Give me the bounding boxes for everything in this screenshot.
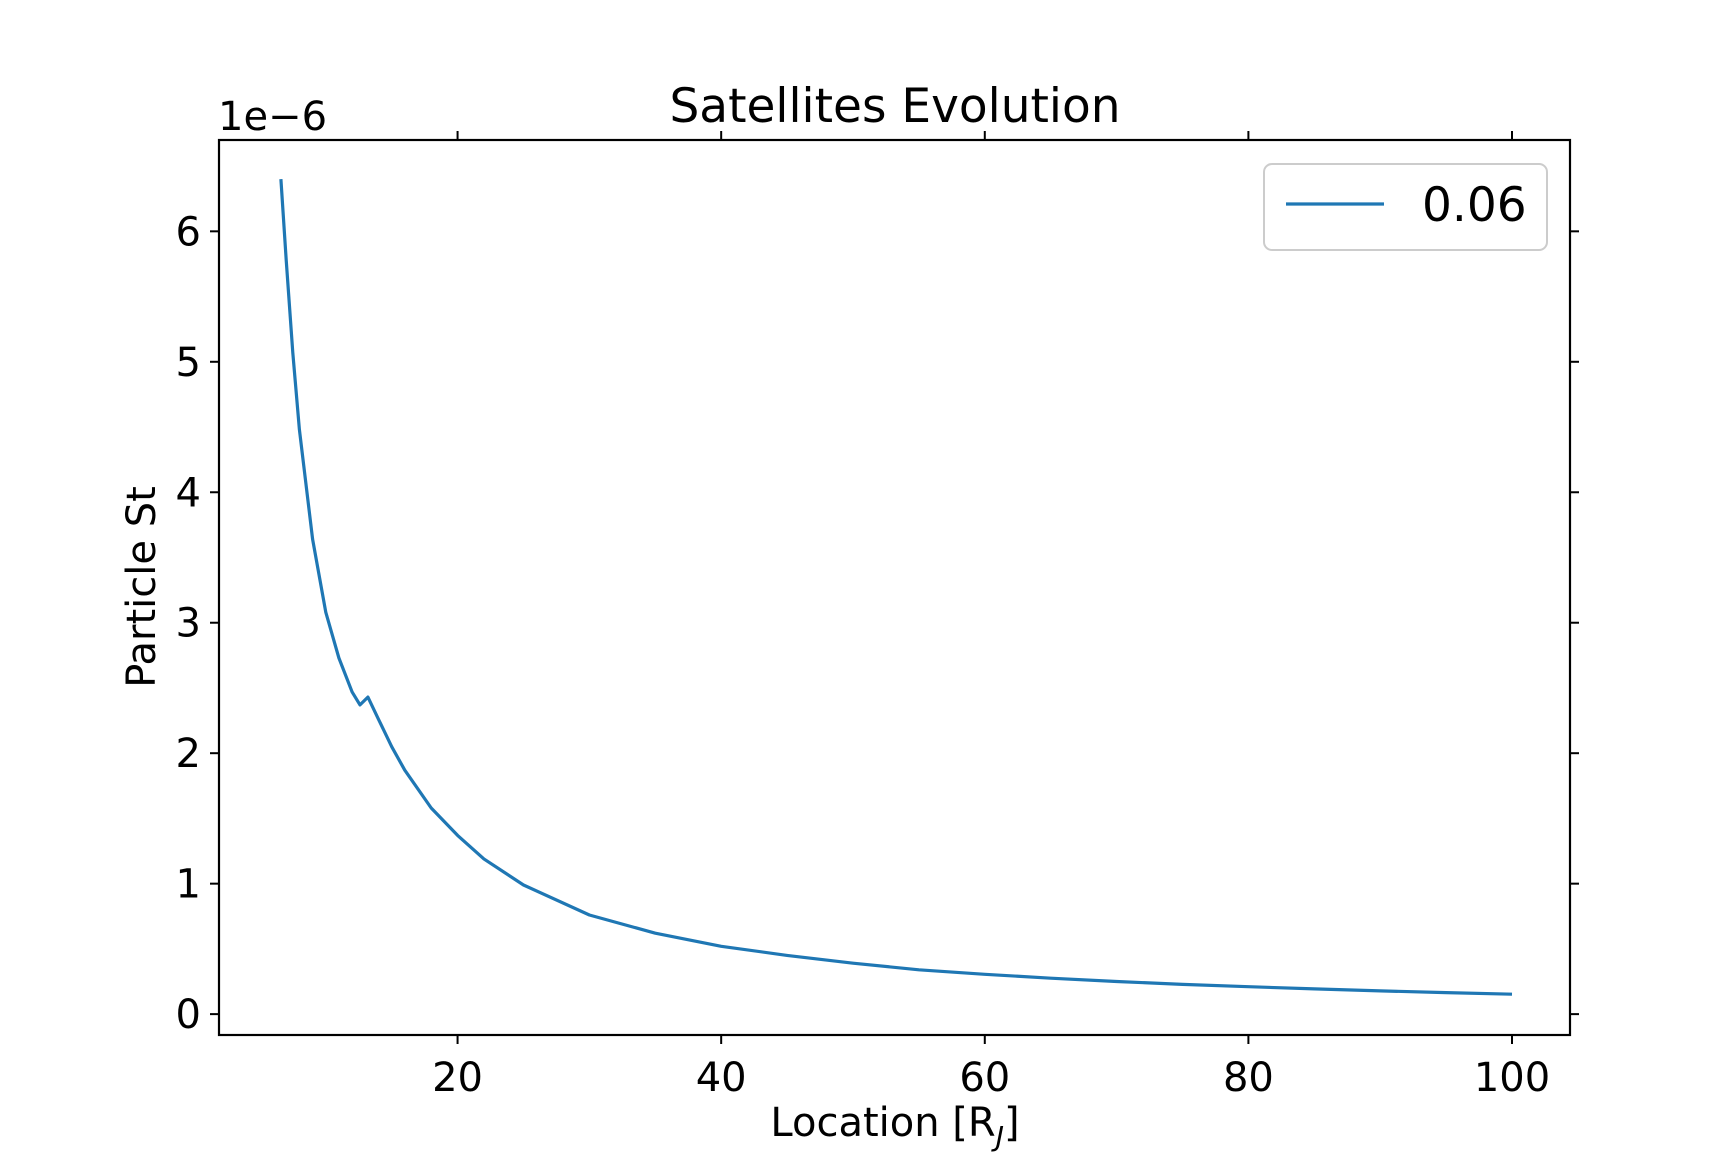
y-offset-label: 1e−6 — [218, 94, 327, 140]
legend: 0.06 — [1263, 163, 1548, 251]
y-tick-label: 4 — [176, 470, 201, 516]
y-axis-label: Particle St — [119, 486, 165, 688]
y-tick-label: 6 — [176, 209, 201, 255]
x-axis-label-main: Location [R — [770, 1100, 995, 1146]
legend-label: 0.06 — [1422, 178, 1527, 233]
chart-title: Satellites Evolution — [669, 79, 1120, 134]
axis-ticks: 20 40 60 80 100 0 1 2 3 4 5 6 — [176, 131, 1579, 1101]
x-tick-label: 80 — [1223, 1055, 1274, 1101]
y-tick-label: 0 — [176, 992, 201, 1038]
x-axis-label-suffix: ] — [1004, 1100, 1020, 1146]
plot-frame — [217, 138, 1572, 1037]
legend-box — [1263, 163, 1548, 251]
series-layer — [279, 178, 1513, 996]
x-axis-label: Location [RJ] — [770, 1100, 1019, 1152]
x-tick-label: 40 — [696, 1055, 747, 1101]
y-tick-label: 2 — [176, 731, 201, 777]
series-line — [279, 178, 1513, 996]
plot-area — [217, 138, 1572, 1037]
y-tick-label: 5 — [176, 340, 201, 386]
x-tick-label: 100 — [1474, 1055, 1550, 1101]
y-tick-label: 3 — [176, 601, 201, 647]
x-tick-label: 20 — [432, 1055, 483, 1101]
y-tick-label: 1 — [176, 862, 201, 908]
x-tick-label: 60 — [959, 1055, 1010, 1101]
